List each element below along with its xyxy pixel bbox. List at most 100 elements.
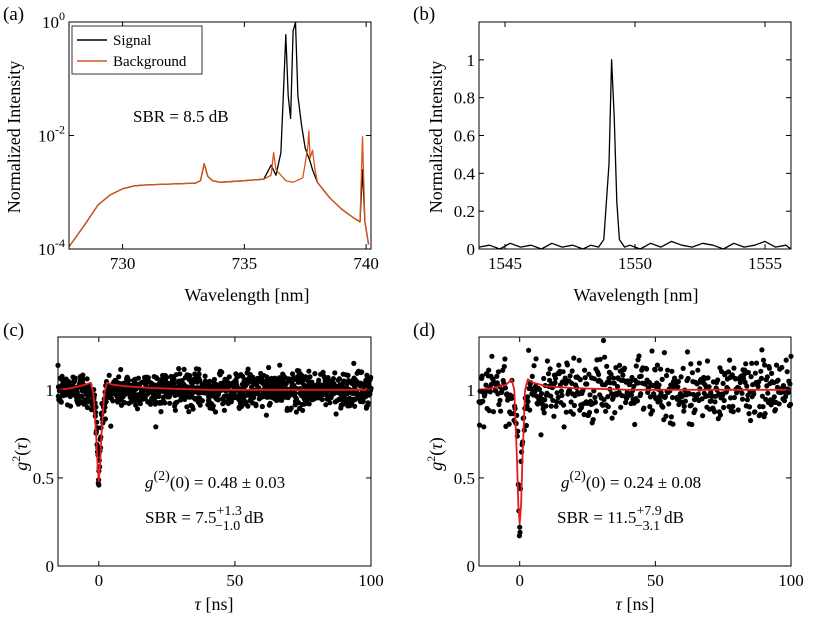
data-point bbox=[547, 366, 553, 372]
data-point bbox=[551, 413, 557, 419]
data-point bbox=[715, 377, 721, 383]
data-point bbox=[618, 404, 624, 410]
data-point bbox=[202, 373, 208, 379]
data-point bbox=[162, 400, 168, 406]
x-tick-label: 0 bbox=[95, 571, 104, 590]
data-point bbox=[705, 375, 711, 381]
data-point bbox=[544, 358, 551, 364]
data-point bbox=[605, 404, 611, 410]
data-point bbox=[323, 402, 329, 408]
data-point bbox=[263, 412, 269, 418]
data-point bbox=[745, 369, 752, 376]
data-point bbox=[727, 357, 733, 363]
panel-b-xlabel: Wavelength [nm] bbox=[573, 285, 698, 305]
legend-box bbox=[71, 25, 203, 75]
data-point bbox=[536, 386, 543, 392]
data-point bbox=[84, 376, 90, 382]
data-point bbox=[483, 382, 489, 388]
data-point bbox=[680, 365, 686, 371]
data-point bbox=[666, 401, 672, 407]
data-point bbox=[742, 367, 748, 373]
panel-d-sbr-unit: dB bbox=[664, 508, 684, 527]
data-point bbox=[524, 394, 531, 400]
data-point bbox=[592, 399, 599, 405]
panel-c-sbr-lower: −1.0 bbox=[215, 519, 240, 534]
data-point bbox=[609, 391, 615, 397]
data-point bbox=[312, 371, 318, 377]
data-point bbox=[196, 366, 202, 372]
data-point bbox=[103, 399, 109, 405]
data-point bbox=[211, 376, 217, 383]
data-point bbox=[597, 356, 603, 362]
data-point bbox=[187, 373, 193, 379]
data-point bbox=[662, 393, 669, 400]
data-point bbox=[292, 390, 298, 396]
data-point bbox=[746, 404, 753, 410]
plot-d-frame bbox=[478, 336, 792, 567]
panel-c-sbr-upper: +1.3 bbox=[216, 504, 241, 519]
y-tick-label: 1 bbox=[467, 51, 476, 70]
data-point bbox=[562, 375, 568, 381]
data-point bbox=[620, 372, 626, 378]
data-point bbox=[171, 380, 177, 386]
panel-c-g2-symbol: g bbox=[145, 473, 154, 492]
data-point bbox=[696, 360, 703, 366]
data-point bbox=[561, 424, 567, 430]
data-point bbox=[608, 371, 614, 377]
data-point bbox=[586, 371, 592, 377]
data-point bbox=[720, 380, 726, 386]
y-tick-label: 1 bbox=[46, 381, 55, 400]
data-point bbox=[486, 408, 492, 414]
data-point bbox=[571, 355, 577, 361]
y-tick-label: 0.8 bbox=[454, 89, 475, 108]
data-point bbox=[772, 407, 779, 413]
data-point bbox=[749, 360, 755, 366]
data-point bbox=[80, 372, 86, 378]
x-tick-label: 1555 bbox=[748, 254, 782, 273]
data-point bbox=[699, 396, 705, 402]
data-point bbox=[533, 356, 539, 362]
data-point bbox=[783, 357, 789, 363]
data-point bbox=[489, 353, 495, 359]
y-tick-label: 0.2 bbox=[454, 202, 475, 221]
data-point bbox=[611, 380, 617, 386]
data-point bbox=[775, 377, 781, 383]
data-point bbox=[567, 373, 573, 379]
panel-d: (d) 0 50 100 0 0.5 1 τ [ns] g2(τ) g(2)(0) = 0… bbox=[413, 320, 804, 614]
data-point bbox=[636, 353, 642, 359]
data-point bbox=[644, 366, 650, 372]
panel-d-g2-annotation: g(2)(0) = 0.24 ± 0.08 bbox=[561, 469, 701, 492]
data-point bbox=[306, 401, 312, 407]
data-point bbox=[632, 421, 638, 428]
data-point bbox=[79, 393, 85, 400]
data-point bbox=[657, 398, 663, 404]
data-point bbox=[781, 398, 788, 404]
data-point bbox=[80, 376, 86, 382]
data-point bbox=[758, 368, 764, 374]
y-tick-label: 0 bbox=[46, 557, 55, 576]
data-point bbox=[603, 408, 609, 414]
data-point bbox=[717, 412, 724, 418]
panel-b: (b) 1545 1550 1555 0 0.2 0.4 0.6 0.8 1 Wavelengt… bbox=[413, 4, 792, 305]
data-point bbox=[365, 400, 371, 406]
data-point bbox=[561, 402, 567, 408]
panel-c-g2-order: (2) bbox=[154, 469, 171, 484]
x-tick-label: 100 bbox=[778, 571, 804, 590]
panel-c-sbr-value: SBR = 7.5 bbox=[145, 508, 216, 527]
data-point bbox=[737, 379, 743, 386]
data-point bbox=[712, 399, 718, 405]
panel-d-g2-value: (0) = 0.24 ± 0.08 bbox=[586, 473, 701, 492]
data-point bbox=[495, 369, 501, 375]
data-point bbox=[559, 392, 565, 398]
x-tick-label: 0 bbox=[515, 571, 524, 590]
data-point bbox=[196, 371, 202, 377]
data-point bbox=[695, 367, 701, 373]
data-point bbox=[735, 407, 741, 413]
data-point bbox=[612, 410, 618, 416]
data-point bbox=[479, 373, 485, 379]
data-point bbox=[769, 370, 775, 376]
data-point bbox=[675, 378, 682, 385]
data-point bbox=[628, 392, 635, 398]
data-point bbox=[759, 347, 765, 353]
y-tick-label: 0 bbox=[467, 240, 476, 259]
